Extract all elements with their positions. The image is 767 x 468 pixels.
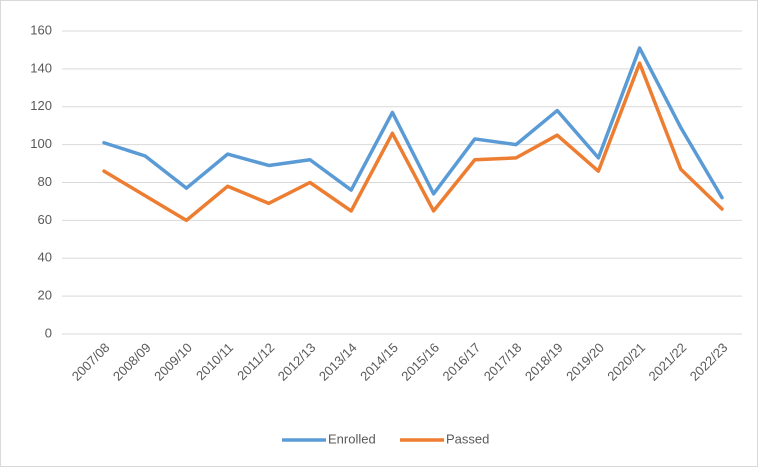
series-line [102,61,724,223]
y-tick-label: 120 [30,98,52,113]
y-tick-label: 80 [38,174,52,189]
y-tick-label: 160 [30,22,52,37]
y-tick-label: 0 [45,325,52,340]
y-tick-label: 40 [38,250,52,265]
series-line [102,46,724,200]
legend-label: Passed [446,431,489,446]
legend-label: Enrolled [328,431,376,446]
y-tick-label: 60 [38,212,52,227]
y-tick-label: 140 [30,60,52,75]
y-tick-label: 100 [30,136,52,151]
y-tick-label: 20 [38,288,52,303]
